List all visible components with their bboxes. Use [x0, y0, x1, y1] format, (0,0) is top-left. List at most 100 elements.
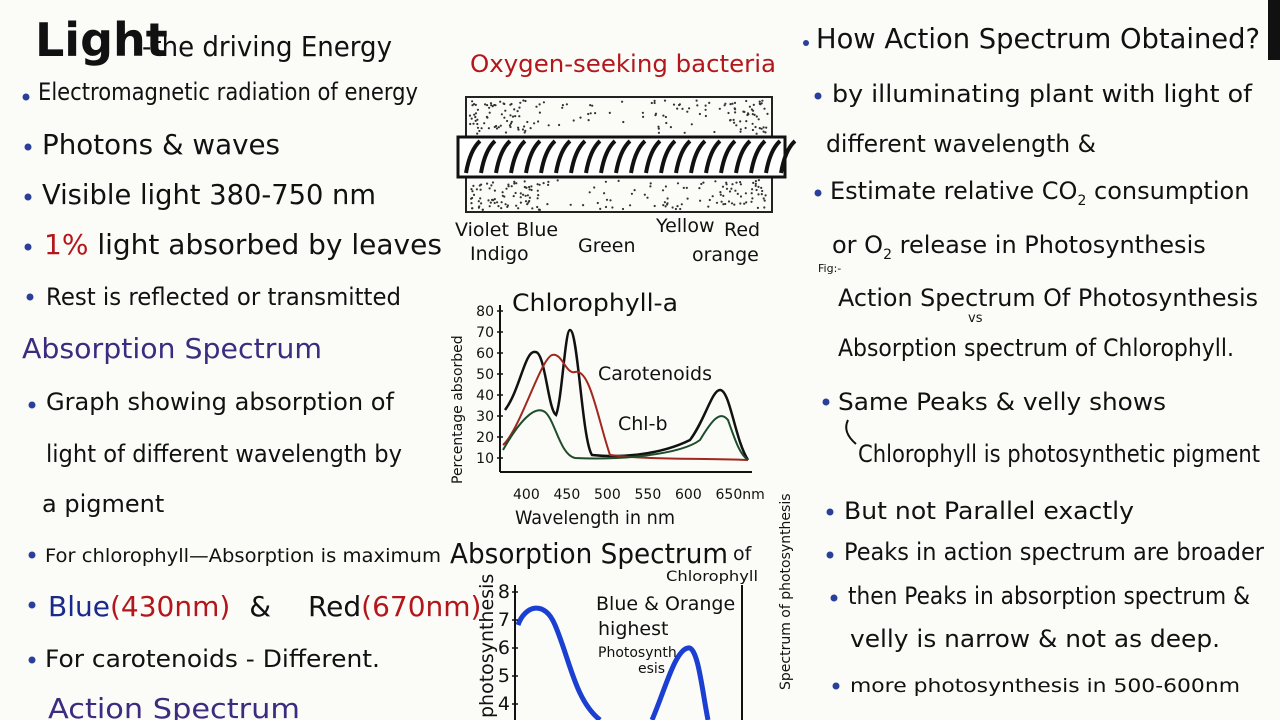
bacterium: [589, 112, 592, 115]
bacterium: [513, 108, 516, 111]
bacterium: [488, 106, 491, 109]
blue: Blue: [48, 590, 110, 623]
text-line: light of different wavelength by: [46, 440, 402, 468]
bacterium: [509, 122, 513, 125]
bacterium: [519, 192, 522, 195]
bacterium: [515, 182, 518, 185]
bacterium: [496, 201, 499, 204]
bacterium: [547, 183, 550, 186]
bacterium: [524, 186, 527, 189]
bacterium: [480, 127, 483, 130]
bacterium: [533, 122, 536, 125]
heading: How Action Spectrum Obtained?: [816, 22, 1260, 55]
bacterium: [609, 199, 612, 202]
bacterium: [474, 115, 477, 119]
bacterium: [764, 131, 767, 134]
bacterium: [621, 207, 625, 211]
bullet: Visible light 380-750 nm: [42, 178, 376, 211]
bacterium: [643, 193, 646, 196]
bacterium: [489, 102, 493, 105]
bacterium: [654, 114, 657, 117]
bacterium: [685, 186, 688, 189]
bacterium: [475, 188, 478, 191]
title-rest: -the driving Energy: [142, 30, 392, 63]
bacterium: [528, 185, 531, 189]
bacterium: [676, 205, 679, 208]
bacterium: [739, 181, 742, 184]
subscript: 2: [1077, 193, 1086, 209]
bacterium: [542, 101, 546, 104]
filament-stripe: [734, 139, 752, 174]
bacterium: [679, 207, 682, 211]
bacterium: [484, 103, 487, 106]
bacterium: [505, 187, 508, 190]
bacterium: [755, 115, 758, 118]
y-tick-label: 7: [498, 609, 510, 631]
bacterium: [547, 124, 550, 127]
bacterium: [561, 106, 564, 109]
bacterium: [739, 130, 742, 133]
bacterium: [763, 206, 766, 209]
bacterium: [678, 103, 681, 107]
text-line: or O2 release in Photosynthesis: [832, 231, 1206, 265]
bacterium: [561, 104, 565, 107]
bacterium: [558, 123, 561, 127]
bacterium: [762, 130, 765, 133]
bacterium: [499, 100, 502, 103]
text: light absorbed by leaves: [97, 228, 442, 261]
bacterium: [487, 127, 490, 130]
bacterium: [760, 127, 763, 130]
bacterium: [469, 122, 472, 126]
bacterium: [579, 116, 582, 119]
bacterium: [762, 126, 765, 129]
y-axis-label: Percentage absorbed: [450, 335, 466, 484]
bacterium: [739, 128, 742, 131]
bacterium: [471, 104, 474, 107]
x-axis-label: Wavelength in nm: [515, 507, 675, 529]
bacterium: [569, 203, 572, 206]
bacterium: [739, 195, 743, 198]
bacterium: [497, 126, 500, 129]
bacterium: [536, 197, 539, 200]
bacterium: [510, 120, 513, 123]
right-column: How Action Spectrum Obtained? by illumin…: [803, 22, 1264, 697]
bacterium: [599, 207, 602, 210]
bacterium: [472, 122, 475, 125]
bacterium: [708, 198, 711, 202]
bacterium: [720, 200, 723, 203]
bacterium: [750, 200, 753, 203]
bacterium: [734, 111, 737, 114]
text-line: For chlorophyll—Absorption is maximum: [45, 545, 441, 567]
y-tick-label: 6: [498, 637, 510, 659]
bacterium: [665, 121, 668, 125]
bacterium: [746, 113, 749, 117]
bacterium: [538, 103, 541, 106]
filament-stripe: [479, 139, 497, 174]
bacterium: [507, 183, 510, 186]
bacterium: [478, 205, 481, 208]
bacterium: [686, 197, 689, 200]
filament-stripe: [509, 139, 527, 174]
bacterium: [471, 196, 474, 200]
bacterium: [739, 183, 743, 186]
bacterium: [589, 104, 592, 107]
bacterium: [745, 120, 748, 123]
bacterium: [649, 185, 652, 188]
bacterium: [488, 205, 491, 208]
bacterium: [471, 190, 474, 193]
bacterium: [704, 108, 707, 111]
bacterium: [493, 198, 496, 201]
bacterium: [591, 104, 594, 107]
bacterium: [596, 201, 599, 205]
bacterium: [748, 105, 752, 108]
bacterium: [470, 202, 473, 205]
bacterium: [708, 101, 711, 104]
bacterium: [504, 109, 507, 112]
bacterium: [744, 192, 748, 195]
bacterium: [471, 100, 474, 103]
bacterium: [698, 187, 701, 190]
bacterium: [681, 107, 684, 110]
bacterium: [513, 180, 516, 183]
bacterium: [642, 115, 645, 118]
bacterium: [760, 193, 763, 196]
